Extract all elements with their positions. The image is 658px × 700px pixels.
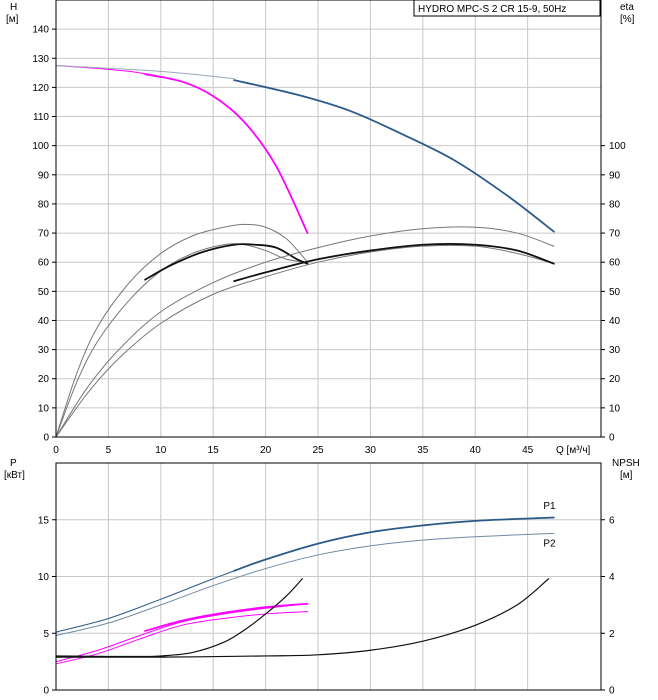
eta-tick-label: 100 [609,141,626,152]
h-axis-unit: [м] [6,14,19,25]
p-tick-label: 0 [43,686,49,697]
eta-axis-label: eta [620,2,634,13]
x-tick-label: 40 [470,445,482,456]
x-tick-label: 10 [155,445,167,456]
x-tick-label: 45 [522,445,534,456]
series-line-top [233,243,555,283]
npsh-tick-label: 6 [609,515,615,526]
h-tick-label: 120 [32,83,49,94]
npsh-axis-label: NPSH [612,458,640,469]
x-tick-label: 25 [312,445,324,456]
p-axis-label: P [10,458,17,469]
npsh-tick-label: 4 [609,572,615,583]
series-line-bottom [144,602,309,632]
series-line-top [55,226,555,438]
series-line-top [55,65,235,80]
series-line-top [55,243,309,438]
npsh-tick-label: 0 [609,686,615,697]
npsh-tick-label: 2 [609,629,615,640]
series-line-top [233,79,555,233]
chart-title: HYDRO MPC-S 2 CR 15-9, 50Hz [418,4,566,15]
eta-axis-unit: [%] [620,14,635,25]
series-line-bottom [55,578,550,658]
series-line-top [55,223,309,438]
h-tick-label: 70 [38,229,50,240]
eta-tick-label: 40 [609,316,621,327]
h-axis-label: H [10,2,17,13]
x-tick-label: 15 [208,445,220,456]
series-line-top [144,73,309,234]
h-tick-label: 60 [38,258,50,269]
h-tick-label: 40 [38,316,50,327]
p-tick-label: 10 [38,572,50,583]
series-label-p1: P1 [543,501,556,512]
eta-tick-label: 0 [609,433,615,444]
eta-tick-label: 70 [609,229,621,240]
npsh-axis-unit: [м] [620,470,633,481]
x-tick-label: 35 [417,445,429,456]
series-line-top [55,244,555,438]
series-line-top [144,243,309,281]
eta-tick-label: 60 [609,258,621,269]
eta-tick-label: 30 [609,345,621,356]
series-line-bottom [55,603,309,663]
eta-tick-label: 50 [609,287,621,298]
series-label-p2: P2 [543,538,556,549]
x-tick-label: 20 [260,445,272,456]
axes [52,0,605,691]
h-tick-label: 140 [32,25,49,36]
h-tick-label: 80 [38,199,50,210]
top-frame [55,0,602,438]
q-axis-label: Q [м³/ч] [556,445,591,456]
h-tick-label: 90 [38,170,50,181]
x-tick-label: 5 [106,445,112,456]
eta-tick-label: 90 [609,170,621,181]
h-tick-label: 110 [33,112,49,123]
x-tick-label: 0 [53,445,59,456]
series-line-bottom [233,516,555,572]
p-tick-label: 5 [43,629,49,640]
h-tick-label: 100 [32,141,49,152]
series [55,65,555,665]
p-axis-unit: [кВт] [4,470,25,481]
title-box [413,0,601,17]
eta-tick-label: 20 [609,374,621,385]
h-tick-label: 130 [32,54,49,65]
series-line-bottom [55,532,555,637]
h-tick-label: 0 [43,433,49,444]
x-tick-label: 30 [365,445,377,456]
labels: HYDRO MPC-S 2 CR 15-9, 50Hz H [м] eta [%… [4,0,640,697]
eta-tick-label: 80 [609,199,621,210]
eta-tick-label: 10 [609,403,621,414]
h-tick-label: 30 [38,345,50,356]
h-tick-label: 50 [38,287,50,298]
p-tick-label: 15 [38,515,50,526]
h-tick-label: 10 [38,403,50,414]
h-tick-label: 20 [38,374,50,385]
